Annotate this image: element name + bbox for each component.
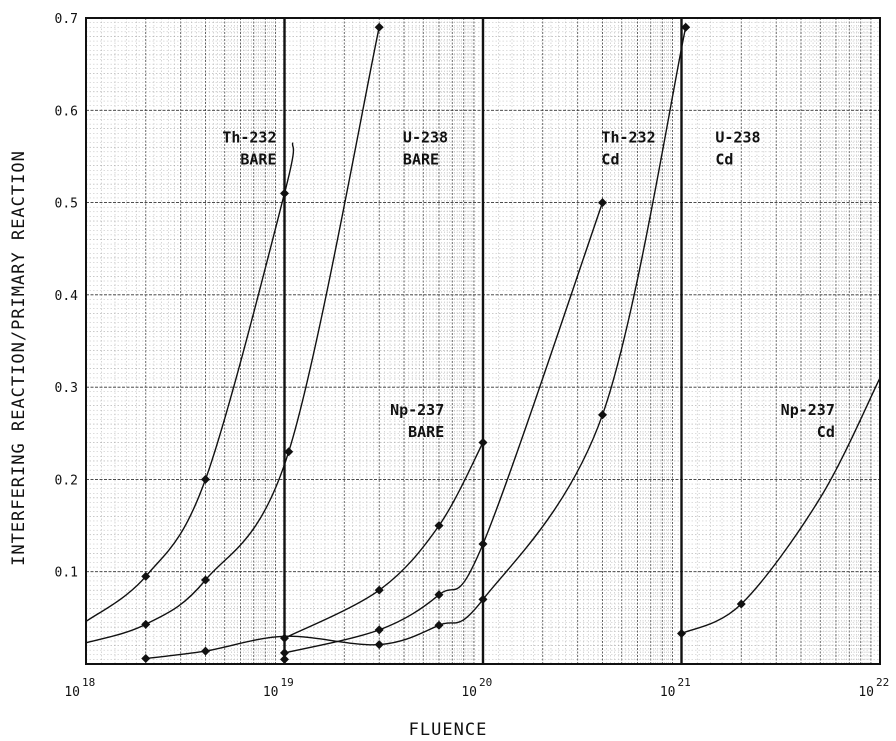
x-tick-label: 10	[858, 685, 874, 700]
curve-label-np-237-cd: Cd	[817, 423, 835, 441]
data-point-th-232-cd	[434, 521, 444, 531]
curve-th-232-cd	[284, 442, 484, 639]
curve-u-238-cd	[284, 202, 604, 654]
data-point-th-232-bare	[141, 571, 151, 581]
data-point-np-237-bare	[141, 653, 151, 663]
y-tick-label: 0.4	[55, 289, 79, 304]
x-axis-title: FLUENCE	[409, 720, 488, 740]
y-tick-label: 0.3	[55, 381, 78, 396]
x-tick-exponent: 21	[678, 676, 691, 689]
x-tick-label: 10	[660, 685, 676, 700]
data-point-u-238-bare	[201, 575, 211, 585]
grid	[86, 18, 880, 664]
curve-label-th-232-cd: Cd	[601, 151, 619, 169]
y-tick-label: 0.6	[55, 104, 78, 119]
data-point-np-237-bare	[598, 410, 608, 420]
data-point-np-237-cd	[677, 629, 686, 639]
data-point-np-237-bare	[681, 22, 691, 32]
data-point-u-238-cd	[598, 198, 608, 208]
data-point-u-238-bare	[141, 619, 151, 629]
curve-label-u-238-bare: BARE	[403, 151, 439, 169]
data-point-np-237-bare	[374, 640, 384, 650]
curve-label-th-232-bare: Th-232	[222, 129, 276, 147]
x-tick-exponent: 20	[479, 676, 492, 689]
x-tick-label: 10	[461, 685, 477, 700]
curve-np-237-bare	[145, 27, 687, 660]
curve-th-232-bare	[85, 142, 295, 623]
y-tick-labels: 0.1 0.2 0.3 0.4 0.5 0.6 0.7	[55, 12, 79, 581]
data-point-u-238-cd	[374, 625, 384, 635]
x-tick-exponent: 22	[876, 676, 889, 689]
curve-label-u-238-cd: Cd	[715, 151, 733, 169]
curve-label-np-237-cd: Np-237	[781, 401, 835, 419]
data-point-u-238-bare	[284, 447, 294, 457]
plot-frame	[85, 17, 881, 665]
x-tick-label: 10	[64, 685, 80, 700]
data-point-th-232-cd	[478, 438, 488, 448]
data-point-np-237-bare	[280, 654, 289, 664]
curve-label-np-237-bare: BARE	[408, 423, 444, 441]
data-point-th-232-cd	[280, 633, 289, 643]
data-point-th-232-bare	[201, 474, 211, 484]
data-point-th-232-bare	[280, 188, 289, 198]
markers	[141, 22, 746, 664]
y-tick-label: 0.7	[55, 12, 78, 27]
curve-label-u-238-bare: U-238	[403, 129, 448, 147]
data-point-u-238-cd	[478, 539, 488, 549]
data-point-np-237-bare	[478, 594, 488, 604]
y-axis-title: INTERFERING REACTION/PRIMARY REACTION	[9, 150, 29, 566]
x-tick-exponent: 18	[82, 676, 95, 689]
data-point-th-232-cd	[374, 585, 384, 595]
curve-label-u-238-cd: U-238	[715, 129, 760, 147]
curve-labels: Th-232 BARE U-238 BARE Th-232 Cd U-238 Cd Np-237…	[222, 129, 835, 441]
data-point-u-238-bare	[374, 22, 384, 32]
data-point-u-238-cd	[434, 590, 444, 600]
y-tick-label: 0.2	[55, 473, 78, 488]
data-point-np-237-bare	[434, 620, 444, 630]
y-tick-label: 0.5	[55, 197, 78, 212]
data-point-np-237-bare	[201, 646, 211, 656]
x-tick-exponent: 19	[281, 676, 294, 689]
curve-np-237-cd	[681, 377, 881, 635]
curve-label-np-237-bare: Np-237	[390, 401, 444, 419]
data-point-np-237-cd	[736, 599, 746, 609]
curve-label-th-232-bare: BARE	[240, 151, 276, 169]
x-tick-label: 10	[263, 685, 279, 700]
curve-label-th-232-cd: Th-232	[601, 129, 655, 147]
y-tick-label: 0.1	[55, 566, 78, 581]
data-point-u-238-cd	[280, 648, 289, 658]
